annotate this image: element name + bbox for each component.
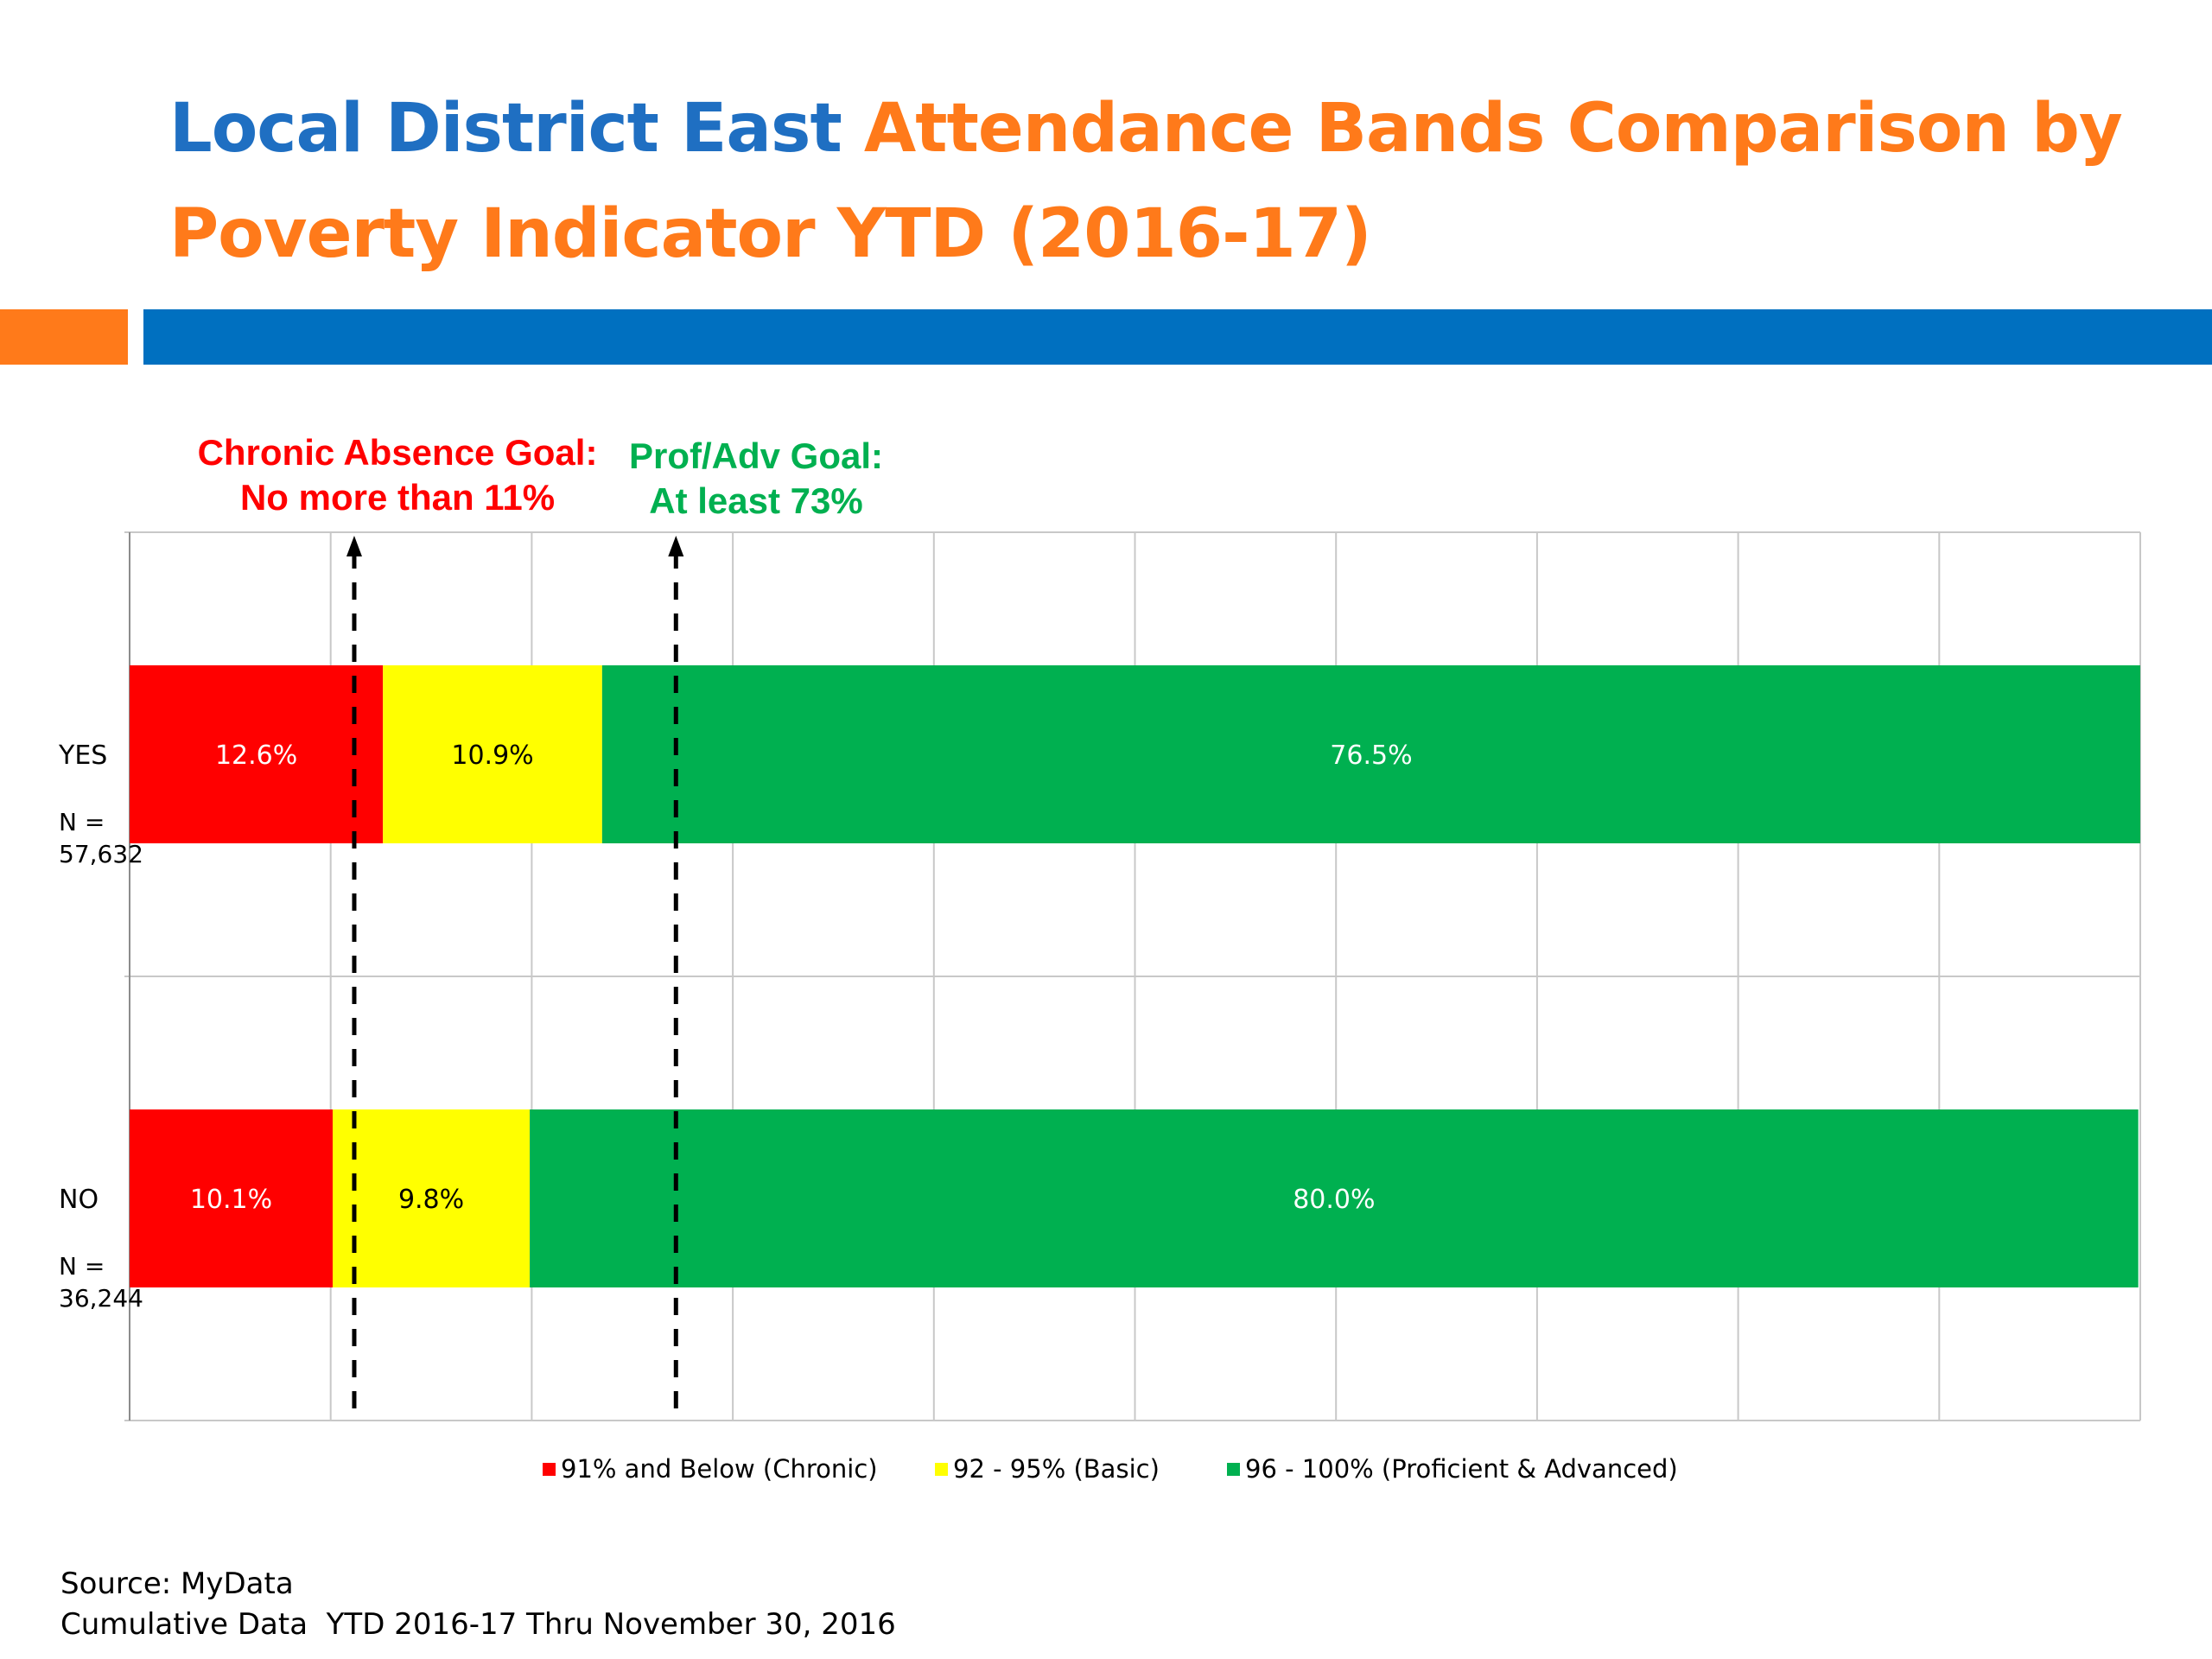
data-label: 12.6%: [215, 741, 297, 771]
source-note: Source: MyData Cumulative Data YTD 2016-…: [60, 1564, 896, 1645]
legend-label: 91% and Below (Chronic): [561, 1454, 878, 1484]
data-label: 10.9%: [451, 741, 533, 771]
prof-adv-goal-label: Prof/Adv Goal: At least 73%: [605, 434, 907, 524]
data-label: 10.1%: [190, 1185, 272, 1215]
category-label: NO: [59, 1185, 99, 1215]
legend-swatch: [935, 1463, 948, 1476]
bar-segment: [601, 665, 2140, 843]
source-line1: Source: MyData: [60, 1567, 294, 1601]
chronic-absence-goal-label: Chronic Absence Goal: No more than 11%: [164, 430, 631, 520]
accent-bar-blue: [143, 309, 2212, 365]
category-label: YES: [58, 741, 107, 771]
legend-swatch: [543, 1463, 556, 1476]
category-n-label: N =: [59, 1252, 105, 1281]
bar-segment: [530, 1109, 2139, 1287]
category-n-value: 57,632: [59, 840, 143, 868]
title-district: Local District East: [169, 90, 842, 168]
chronic-goal-line1: Chronic Absence Goal:: [197, 432, 598, 473]
category-n-value: 36,244: [59, 1284, 143, 1313]
chronic-goal-line2: No more than 11%: [239, 477, 556, 518]
prof-goal-line2: At least 73%: [649, 480, 863, 521]
bar-segment: [333, 1109, 531, 1287]
data-label: 9.8%: [398, 1185, 464, 1215]
source-line2: Cumulative Data YTD 2016-17 Thru Novembe…: [60, 1607, 896, 1642]
prof-goal-line1: Prof/Adv Goal:: [628, 435, 884, 476]
attendance-bands-chart: 12.6% 10.9% 76.5% YES N = 57,632 10.1% 9.8% 80.0…: [58, 531, 2141, 1484]
legend-label: 92 - 95% (Basic): [953, 1454, 1160, 1484]
accent-bar-orange: [0, 309, 128, 365]
legend-swatch: [1227, 1463, 1240, 1476]
title-topic: Attendance Bands Comparison by Poverty I…: [169, 90, 2123, 273]
data-label: 80.0%: [1293, 1185, 1375, 1215]
bar-segment: [130, 1109, 334, 1287]
bar-segment: [383, 665, 602, 843]
bar-segment: [130, 665, 384, 843]
data-label: 76.5%: [1330, 741, 1412, 771]
legend-label: 96 - 100% (Proficient & Advanced): [1245, 1454, 1678, 1484]
chronic-absence-goal-arrow: [346, 536, 362, 556]
prof-adv-goal-arrow: [668, 536, 684, 556]
category-n-label: N =: [59, 808, 105, 836]
slide-title: Local District East Attendance Bands Com…: [169, 76, 2157, 287]
